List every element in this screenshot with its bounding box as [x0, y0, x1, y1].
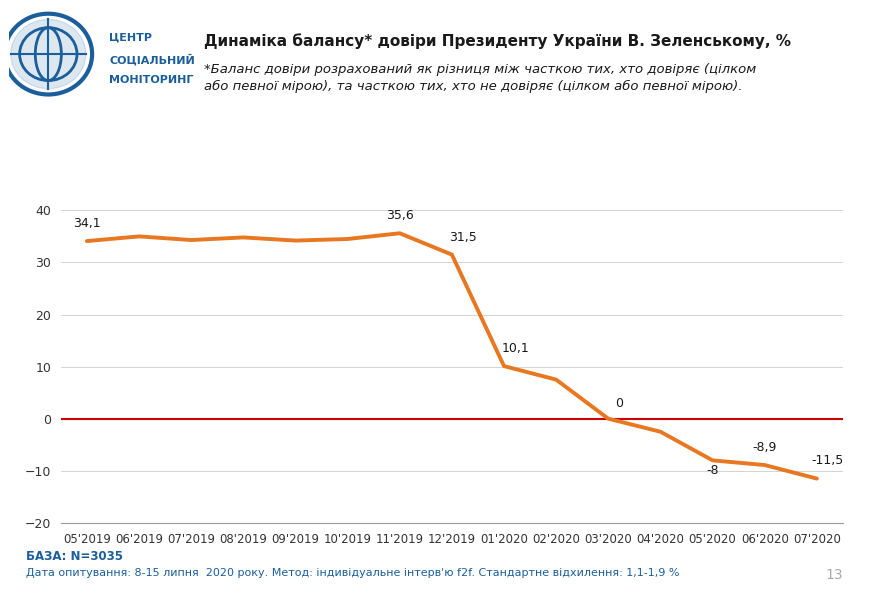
Text: *Баланс довіри розрахований як різниця між часткою тих, хто довіряє (цілком
або : *Баланс довіри розрахований як різниця м…	[204, 63, 757, 93]
Text: 10,1: 10,1	[501, 342, 529, 355]
Text: 31,5: 31,5	[449, 231, 477, 243]
Text: 13: 13	[826, 568, 843, 582]
Text: Динаміка балансу* довіри Президенту України В. Зеленському, %: Динаміка балансу* довіри Президенту Укра…	[204, 33, 791, 49]
Text: СОЦІАЛЬНИЙ: СОЦІАЛЬНИЙ	[109, 54, 196, 66]
Text: -11,5: -11,5	[812, 454, 844, 468]
Text: -8,9: -8,9	[753, 441, 777, 454]
Text: -8: -8	[706, 464, 719, 477]
Text: 0: 0	[615, 397, 623, 410]
Text: Дата опитування: 8-15 липня  2020 року. Метод: індивідуальне інтерв'ю f2f. Станд: Дата опитування: 8-15 липня 2020 року. М…	[26, 568, 680, 578]
Text: БАЗА: N=3035: БАЗА: N=3035	[26, 550, 123, 563]
Text: 34,1: 34,1	[73, 217, 101, 230]
Text: МОНІТОРИНГ: МОНІТОРИНГ	[109, 75, 194, 85]
Circle shape	[10, 19, 86, 89]
Text: ЦЕНТР: ЦЕНТР	[109, 33, 152, 43]
Text: 35,6: 35,6	[386, 209, 414, 222]
